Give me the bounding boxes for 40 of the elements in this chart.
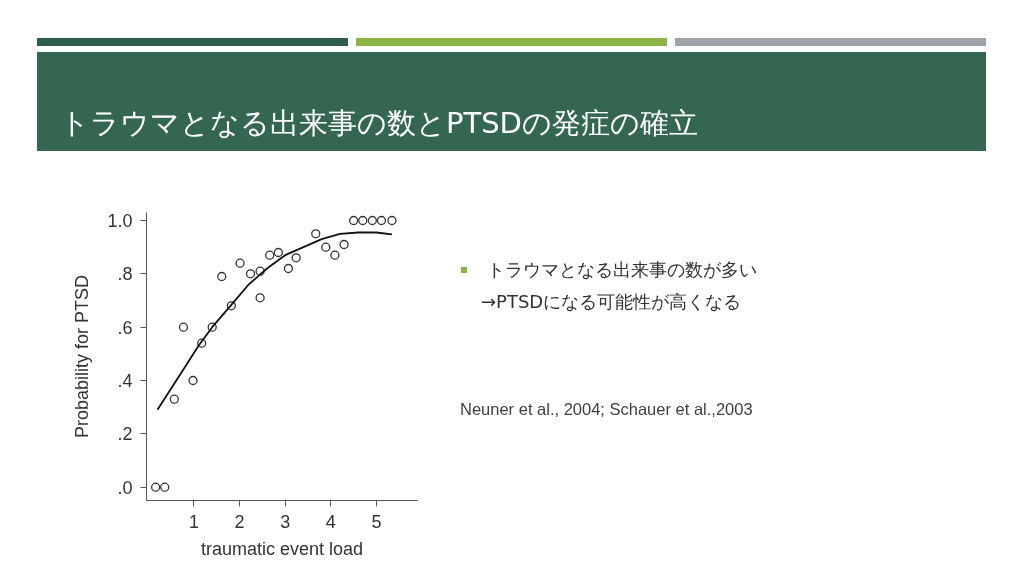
point [255, 293, 265, 303]
text: Neuner et al., 2004; Schauer et al.,2003 [460, 399, 753, 420]
point [283, 263, 294, 274]
point [387, 215, 397, 226]
line-series [156, 231, 393, 411]
chart-title: トラウマとなる出来事の数とPTSDの発症の確立 [60, 105, 698, 141]
y-tick-label: .8 [117, 264, 133, 285]
point [150, 482, 161, 492]
x-tick-label: 3 [280, 511, 291, 532]
point [169, 394, 179, 404]
x-tick-label: 5 [371, 511, 382, 532]
point [311, 229, 321, 239]
x-tick-label: 4 [325, 511, 336, 532]
point [245, 269, 256, 279]
x-tick-label: 1 [188, 511, 199, 532]
y-tick-label: 1.0 [107, 211, 133, 231]
point [339, 239, 349, 250]
point [376, 215, 387, 226]
x-axis-title: traumatic event load [200, 538, 364, 559]
point [330, 250, 340, 260]
y-axis-title: Probability for PTSD [72, 274, 93, 439]
x-tick-label: 2 [234, 511, 245, 532]
point [160, 482, 170, 492]
y-tick-label: .6 [117, 317, 133, 338]
point [217, 271, 227, 282]
point [358, 215, 368, 226]
point [265, 250, 275, 260]
point [348, 215, 359, 226]
y-tick-label: .2 [117, 424, 133, 445]
point [367, 215, 377, 226]
point [273, 247, 283, 258]
text: トラウマとなる出来事の数が多い [487, 258, 757, 282]
point [178, 322, 189, 332]
y-tick-label: .4 [117, 371, 133, 391]
point [188, 375, 198, 386]
point [235, 258, 245, 268]
y-tick-label: .0 [117, 477, 133, 498]
point [321, 242, 331, 252]
point [291, 253, 301, 263]
text: →PTSDになる可能性が高くなる [481, 290, 742, 314]
